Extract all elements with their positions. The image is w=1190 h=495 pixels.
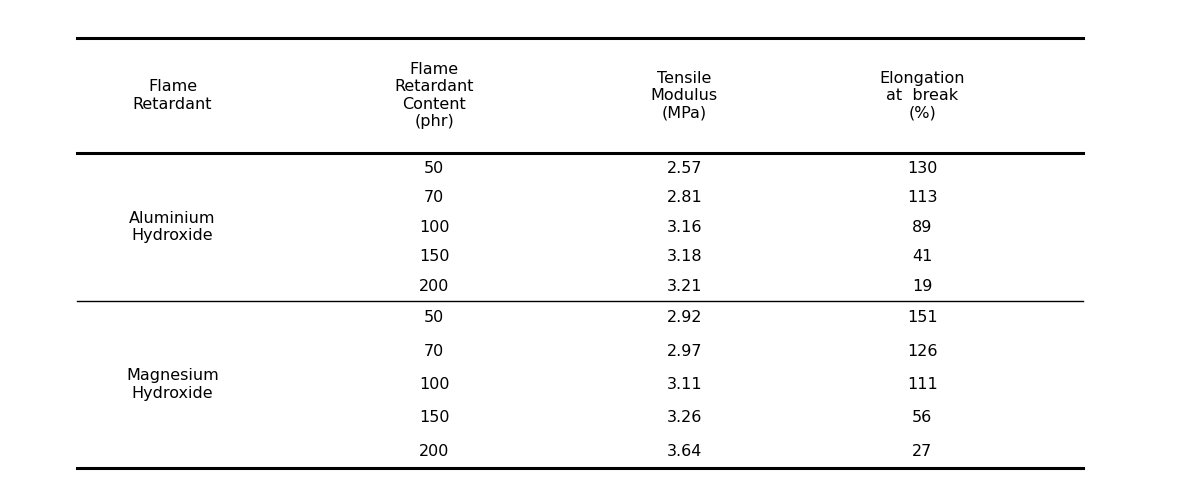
Text: 100: 100 <box>419 377 450 392</box>
Text: 200: 200 <box>419 444 450 458</box>
Text: Magnesium
Hydroxide: Magnesium Hydroxide <box>126 368 219 400</box>
Text: 3.11: 3.11 <box>666 377 702 392</box>
Text: 50: 50 <box>424 310 445 325</box>
Text: 41: 41 <box>912 249 933 264</box>
Text: 2.81: 2.81 <box>666 190 702 205</box>
Text: 2.92: 2.92 <box>666 310 702 325</box>
Text: 3.64: 3.64 <box>666 444 702 458</box>
Text: 89: 89 <box>912 220 933 235</box>
Text: 130: 130 <box>907 161 938 176</box>
Text: 113: 113 <box>907 190 938 205</box>
Text: 150: 150 <box>419 249 450 264</box>
Text: 50: 50 <box>424 161 445 176</box>
Text: 3.18: 3.18 <box>666 249 702 264</box>
Text: 27: 27 <box>912 444 933 458</box>
Text: 70: 70 <box>424 190 445 205</box>
Text: Tensile
Modulus
(MPa): Tensile Modulus (MPa) <box>651 71 718 120</box>
Text: 2.57: 2.57 <box>666 161 702 176</box>
Text: 19: 19 <box>912 279 933 294</box>
Text: 3.21: 3.21 <box>666 279 702 294</box>
Text: 3.16: 3.16 <box>666 220 702 235</box>
Text: Flame
Retardant: Flame Retardant <box>133 79 212 112</box>
Text: 70: 70 <box>424 344 445 358</box>
Text: Aluminium
Hydroxide: Aluminium Hydroxide <box>130 211 215 244</box>
Text: 126: 126 <box>907 344 938 358</box>
Text: 3.26: 3.26 <box>666 410 702 425</box>
Text: Elongation
at  break
(%): Elongation at break (%) <box>879 71 965 120</box>
Text: 100: 100 <box>419 220 450 235</box>
Text: 56: 56 <box>912 410 933 425</box>
Text: Flame
Retardant
Content
(phr): Flame Retardant Content (phr) <box>395 62 474 129</box>
Text: 150: 150 <box>419 410 450 425</box>
Text: 111: 111 <box>907 377 938 392</box>
Text: 151: 151 <box>907 310 938 325</box>
Text: 200: 200 <box>419 279 450 294</box>
Text: 2.97: 2.97 <box>666 344 702 358</box>
